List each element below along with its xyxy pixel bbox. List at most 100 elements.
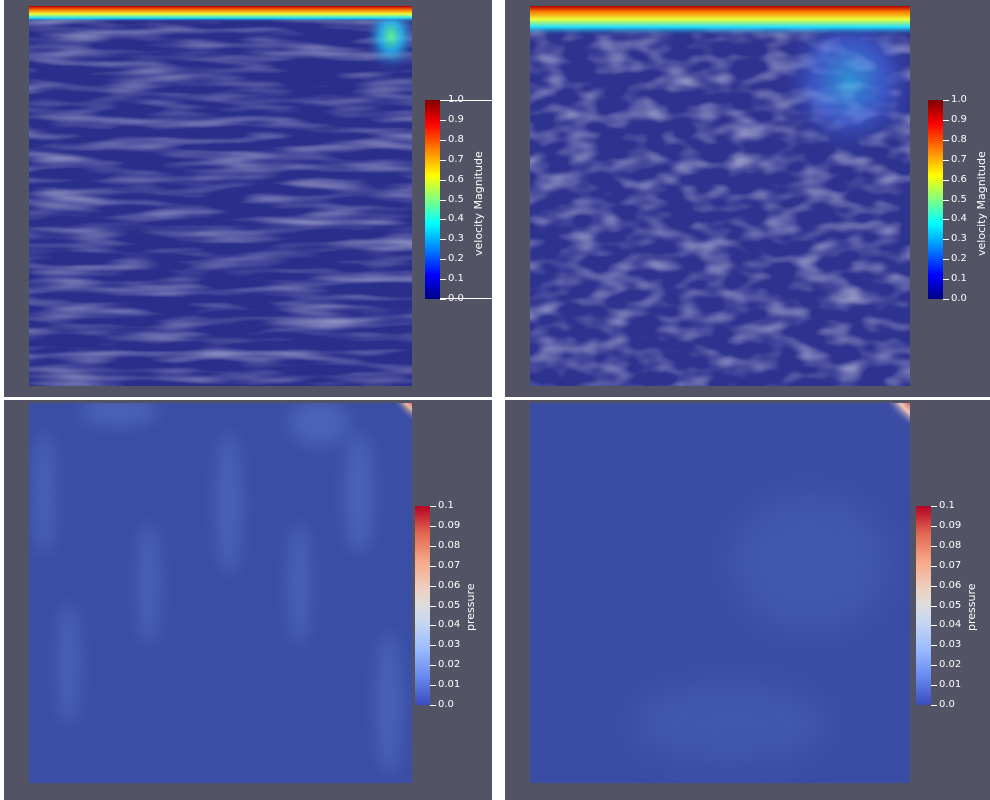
- velocity-colorbar-gradient: [928, 100, 943, 299]
- colorbar-tick-label: 0.1: [448, 273, 464, 284]
- colorbar-tick: [943, 200, 949, 201]
- colorbar-tick-label: 0.0: [438, 699, 454, 710]
- colorbar-tick: [430, 705, 436, 706]
- velocity-lic-svg: [530, 6, 910, 386]
- colorbar-tick-label: 0.03: [939, 639, 962, 650]
- colorbar-tick: [943, 279, 949, 280]
- colorbar-tick: [931, 526, 937, 527]
- colorbar-tick: [430, 586, 436, 587]
- colorbar-tick-label: 1.0: [448, 94, 464, 106]
- colorbar-tick: [931, 546, 937, 547]
- colorbar-tick: [943, 239, 949, 240]
- colorbar-tick-label: 1.0: [951, 94, 967, 105]
- pressure-colorbar-title: pressure: [464, 583, 477, 631]
- colorbar-tick: [931, 685, 937, 686]
- colorbar-tick-label: 0.04: [438, 619, 461, 630]
- colorbar-tick-label: 0.01: [939, 679, 962, 690]
- pressure-colorbar-right: 0.1 0.09 0.08 0.07 0.06 0.05 0.04 0.03 0.02 0.01 0…: [916, 500, 978, 710]
- colorbar-tick-label: 0.06: [438, 580, 461, 591]
- pressure-view-right[interactable]: 0.1 0.09 0.08 0.07 0.06 0.05 0.04 0.03 0.02 0.01 0…: [505, 400, 990, 800]
- colorbar-tick: [943, 219, 949, 220]
- pressure-field-svg: [29, 403, 412, 783]
- colorbar-tick-label: 0.5: [448, 194, 464, 205]
- colorbar-tick-label: 0.1: [951, 273, 967, 284]
- colorbar-tick: [943, 180, 949, 181]
- colorbar-tick: [943, 299, 949, 300]
- colorbar-tick: [440, 239, 446, 240]
- velocity-view-right[interactable]: 1.0 0.9 0.8 0.7 0.6 0.5 0.4 0.3 0.2 0.1 0.0 veloci…: [505, 0, 990, 397]
- colorbar-tick-label: 0.3: [448, 233, 464, 244]
- pressure-colorbar-gradient: [916, 506, 931, 705]
- colorbar-tick: [440, 140, 446, 141]
- velocity-lic-field: [530, 6, 910, 386]
- colorbar-tick-label: 0.05: [438, 600, 461, 611]
- colorbar-tick: [430, 606, 436, 607]
- colorbar-tick-label: 0.07: [438, 560, 461, 571]
- colorbar-tick: [931, 506, 937, 507]
- colorbar-tick: [440, 160, 446, 161]
- colorbar-tick-label: 0.07: [939, 560, 962, 571]
- colorbar-tick: [430, 685, 436, 686]
- colorbar-tick-label: 0.9: [448, 114, 464, 125]
- velocity-colorbar-right: 1.0 0.9 0.8 0.7 0.6 0.5 0.4 0.3 0.2 0.1 0.0 veloci…: [928, 94, 988, 304]
- colorbar-tick-label: 0.0: [951, 293, 967, 304]
- colorbar-tick: [440, 299, 446, 300]
- colorbar-tick: [943, 100, 949, 101]
- velocity-view-left[interactable]: 1.0 0.9 0.8 0.7 0.6 0.5 0.4 0.3 0.2 0.1 0.0 veloci…: [4, 0, 492, 397]
- colorbar-tick: [931, 606, 937, 607]
- colorbar-tick-label: 0.1: [438, 500, 454, 511]
- velocity-colorbar-gradient: [425, 100, 440, 299]
- colorbar-tick-label: 0.7: [448, 154, 464, 165]
- colorbar-tick-label: 0.3: [951, 233, 967, 244]
- colorbar-tick-label: 0.05: [939, 600, 962, 611]
- velocity-colorbar-title: velocity Magnitude: [975, 151, 988, 256]
- colorbar-tick: [931, 645, 937, 646]
- pressure-colorbar-gradient: [415, 506, 430, 705]
- colorbar-tick: [931, 625, 937, 626]
- colorbar-tick-label: 0.09: [438, 520, 461, 531]
- colorbar-tick-label: 0.02: [939, 659, 962, 670]
- colorbar-tick: [931, 665, 937, 666]
- colorbar-tick: [943, 160, 949, 161]
- pressure-colorbar-left: 0.1 0.09 0.08 0.07 0.06 0.05 0.04 0.03 0.02 0.01 0…: [415, 500, 477, 710]
- pressure-view-left[interactable]: 0.1 0.09 0.08 0.07 0.06 0.05 0.04 0.03 0.02 0.01 0…: [4, 400, 492, 800]
- colorbar-tick: [931, 705, 937, 706]
- colorbar-tick: [440, 120, 446, 121]
- colorbar-tick: [943, 259, 949, 260]
- colorbar-tick-label: 0.8: [951, 134, 967, 145]
- colorbar-tick-label: 0.04: [939, 619, 962, 630]
- colorbar-tick-label: 0.01: [438, 679, 461, 690]
- colorbar-tick: [440, 180, 446, 181]
- colorbar-tick-label: 0.08: [438, 540, 461, 551]
- colorbar-tick-label: 0.08: [939, 540, 962, 551]
- colorbar-tick-label: 0.0: [939, 699, 955, 710]
- velocity-lic-svg: [29, 6, 412, 386]
- colorbar-tick: [440, 279, 446, 280]
- colorbar-tick-label: 0.6: [951, 174, 967, 185]
- velocity-colorbar-title: velocity Magnitude: [472, 151, 485, 256]
- colorbar-tick-label: 0.0: [448, 293, 464, 305]
- colorbar-tick-label: 0.4: [951, 213, 967, 224]
- colorbar-tick: [931, 566, 937, 567]
- colorbar-tick: [430, 665, 436, 666]
- colorbar-tick: [430, 625, 436, 626]
- colorbar-tick-label: 0.9: [951, 114, 967, 125]
- colorbar-tick-label: 0.5: [951, 194, 967, 205]
- colorbar-tick-label: 0.2: [951, 253, 967, 264]
- colorbar-tick-label: 0.8: [448, 134, 464, 145]
- colorbar-tick-label: 0.7: [951, 154, 967, 165]
- colorbar-tick: [430, 526, 436, 527]
- colorbar-tick: [430, 645, 436, 646]
- colorbar-tick: [931, 586, 937, 587]
- colorbar-tick: [430, 546, 436, 547]
- colorbar-tick: [440, 219, 446, 220]
- colorbar-tick: [943, 140, 949, 141]
- pressure-field-svg: [530, 403, 910, 783]
- colorbar-tick-label: 0.02: [438, 659, 461, 670]
- colorbar-guide-bottom: [440, 298, 492, 299]
- colorbar-tick-label: 0.09: [939, 520, 962, 531]
- colorbar-tick-label: 0.6: [448, 174, 464, 185]
- colorbar-guide-top: [440, 100, 492, 101]
- colorbar-tick-label: 0.2: [448, 253, 464, 264]
- colorbar-tick-label: 0.03: [438, 639, 461, 650]
